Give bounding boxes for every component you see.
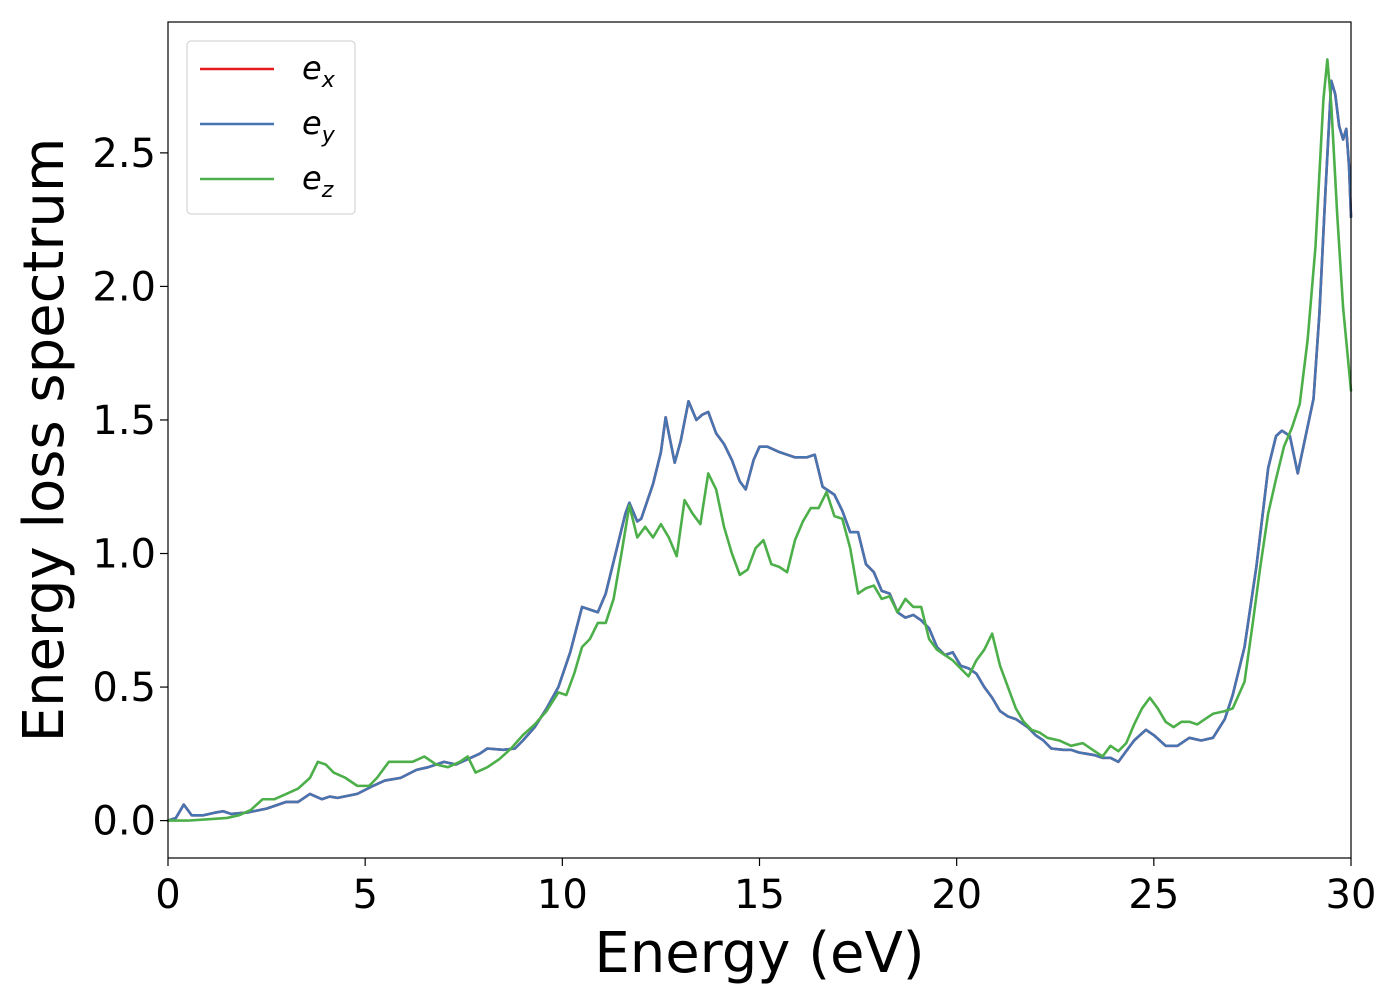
y-tick-label: 0.0 [92, 799, 156, 845]
y-axis: 0.0 0.5 1.0 1.5 2.0 2.5 [92, 131, 168, 845]
legend-box [186, 40, 356, 215]
x-tick-label: 20 [931, 872, 982, 918]
legend-label-main: e [302, 49, 322, 87]
y-tick-label: 1.5 [92, 398, 156, 444]
x-tick-label: 25 [1128, 872, 1179, 918]
x-axis: 0 5 10 15 20 25 30 [155, 858, 1376, 918]
legend-label-main: e [302, 159, 322, 197]
y-tick-label: 2.5 [92, 131, 156, 177]
legend-label-ez: ez [302, 159, 334, 203]
legend-label-ey: ey [302, 104, 336, 148]
series-line-ez [166, 58, 1353, 822]
y-tick-label: 1.0 [92, 532, 156, 578]
x-tick-label: 10 [537, 872, 588, 918]
legend-label-ex: ex [302, 49, 336, 93]
y-tick-label: 2.0 [92, 264, 156, 310]
legend-label-subscript: z [321, 178, 334, 203]
x-tick-label: 5 [352, 872, 377, 918]
legend-label-subscript: y [321, 123, 336, 148]
series-line-ey [166, 79, 1353, 822]
x-tick-label: 0 [155, 872, 180, 918]
series-layer [166, 58, 1353, 822]
legend-label-main: e [302, 104, 322, 142]
y-axis-label: Energy loss spectrum [12, 138, 77, 743]
x-tick-label: 30 [1326, 872, 1377, 918]
x-axis-label: Energy (eV) [594, 921, 924, 986]
legend-label-subscript: x [321, 68, 336, 93]
y-tick-label: 0.5 [92, 665, 156, 711]
x-tick-label: 15 [734, 872, 785, 918]
